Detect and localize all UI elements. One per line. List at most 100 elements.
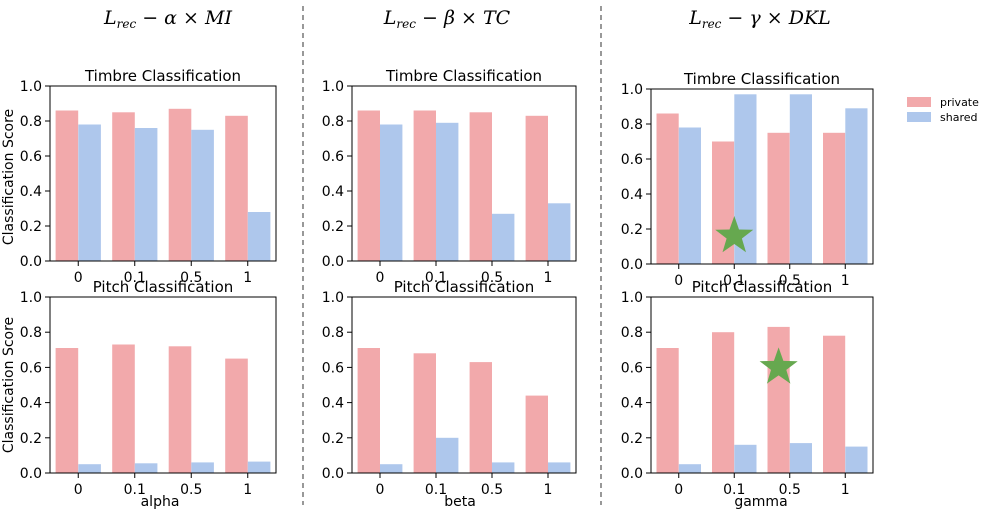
bar-private xyxy=(469,112,492,262)
bar-private xyxy=(168,346,192,473)
legend-swatch-shared xyxy=(907,112,931,122)
x-tick-label: 1 xyxy=(243,270,252,286)
y-tick-label: 0.4 xyxy=(322,184,344,200)
bar-private xyxy=(525,115,548,262)
x-tick-label: 0 xyxy=(674,482,683,498)
panel-title: Pitch Classification xyxy=(394,278,535,296)
y-tick-label: 0.0 xyxy=(322,466,344,482)
bar-private xyxy=(225,115,248,262)
bar-shared xyxy=(134,128,158,261)
column-title-tc: Lrec − β × TC xyxy=(383,7,511,31)
y-tick-label: 0.8 xyxy=(322,325,344,341)
bar-private xyxy=(823,132,846,265)
bar-private xyxy=(823,335,846,473)
bar-shared xyxy=(78,124,101,261)
x-tick-label: 0.5 xyxy=(779,482,801,498)
bar-private xyxy=(469,362,492,473)
plot-frame xyxy=(650,296,874,474)
bar-private xyxy=(112,344,135,473)
y-tick-label: 0.2 xyxy=(20,219,42,235)
y-tick-label: 0.8 xyxy=(322,114,344,130)
bar-private xyxy=(225,358,248,473)
panel-title: Timbre Classification xyxy=(385,67,542,85)
x-tick-label: 1 xyxy=(841,482,850,498)
y-tick-label: 0.6 xyxy=(621,360,643,376)
bar-shared xyxy=(78,464,101,473)
x-tick-label: 1 xyxy=(841,273,850,289)
y-tick-label: 0.4 xyxy=(20,184,42,200)
bar-shared xyxy=(191,462,214,473)
y-tick-label: 0.0 xyxy=(20,254,42,270)
x-axis-label: beta xyxy=(444,494,476,510)
bar-private xyxy=(767,132,790,265)
bar-shared xyxy=(789,94,812,265)
y-tick-label: 0.8 xyxy=(621,117,643,133)
y-tick-label: 0.6 xyxy=(322,360,344,376)
y-axis-label: Classification Score xyxy=(1,109,17,245)
bar-shared xyxy=(678,464,701,473)
bar-shared xyxy=(134,463,158,473)
star-marker xyxy=(715,216,754,253)
x-tick-label: 1 xyxy=(544,270,553,286)
x-tick-label: 0.5 xyxy=(180,482,202,498)
bar-shared xyxy=(380,464,403,473)
x-tick-label: 0 xyxy=(674,273,683,289)
bar-shared xyxy=(678,127,701,264)
x-tick-label: 0 xyxy=(376,482,385,498)
x-tick-label: 1 xyxy=(544,482,553,498)
bar-shared xyxy=(436,437,459,473)
bar-shared xyxy=(492,213,515,262)
y-tick-label: 0.8 xyxy=(621,325,643,341)
bar-shared xyxy=(734,444,757,473)
x-tick-label: 0.1 xyxy=(124,270,146,286)
y-tick-label: 0.2 xyxy=(621,222,643,238)
x-tick-label: 0.1 xyxy=(425,270,447,286)
y-tick-label: 0.4 xyxy=(20,396,42,412)
bar-private xyxy=(168,108,192,262)
bar-shared xyxy=(247,212,271,261)
bar-shared xyxy=(247,461,271,473)
x-tick-label: 1 xyxy=(243,482,252,498)
y-tick-label: 0.6 xyxy=(322,149,344,165)
x-tick-label: 0.5 xyxy=(779,273,801,289)
y-tick-label: 0.2 xyxy=(621,431,643,447)
bar-shared xyxy=(191,129,214,262)
y-tick-label: 0.8 xyxy=(20,325,42,341)
y-tick-label: 0.0 xyxy=(322,254,344,270)
bar-shared xyxy=(380,124,403,261)
panel-title: Timbre Classification xyxy=(683,70,840,88)
x-tick-label: 0 xyxy=(74,482,83,498)
bar-private xyxy=(712,332,735,473)
x-tick-label: 0.1 xyxy=(124,482,146,498)
y-tick-label: 0.8 xyxy=(20,114,42,130)
bar-private xyxy=(357,110,380,261)
y-tick-label: 1.0 xyxy=(322,290,344,306)
bar-private xyxy=(413,110,436,261)
y-tick-label: 0.6 xyxy=(20,360,42,376)
bar-private xyxy=(357,348,380,473)
y-tick-label: 0.0 xyxy=(20,466,42,482)
bar-shared xyxy=(734,94,757,265)
bar-private xyxy=(55,110,79,261)
bar-shared xyxy=(548,462,571,473)
y-tick-label: 1.0 xyxy=(621,82,643,98)
x-tick-label: 0.5 xyxy=(180,270,202,286)
plot-frame xyxy=(351,296,577,474)
legend: private shared xyxy=(907,96,979,124)
y-tick-label: 0.2 xyxy=(20,431,42,447)
bar-private xyxy=(55,348,79,473)
y-tick-label: 0.2 xyxy=(322,219,344,235)
y-tick-label: 0.4 xyxy=(322,396,344,412)
bar-private xyxy=(112,112,135,262)
legend-label-shared: shared xyxy=(940,111,977,124)
x-tick-label: 0.5 xyxy=(481,482,503,498)
y-tick-label: 0.0 xyxy=(621,466,643,482)
y-tick-label: 1.0 xyxy=(322,79,344,95)
y-tick-label: 0.0 xyxy=(621,257,643,273)
x-tick-label: 0.5 xyxy=(481,270,503,286)
x-tick-label: 0 xyxy=(376,270,385,286)
x-axis-label: alpha xyxy=(141,494,180,510)
plot-frame xyxy=(49,85,277,262)
y-tick-label: 0.4 xyxy=(621,396,643,412)
